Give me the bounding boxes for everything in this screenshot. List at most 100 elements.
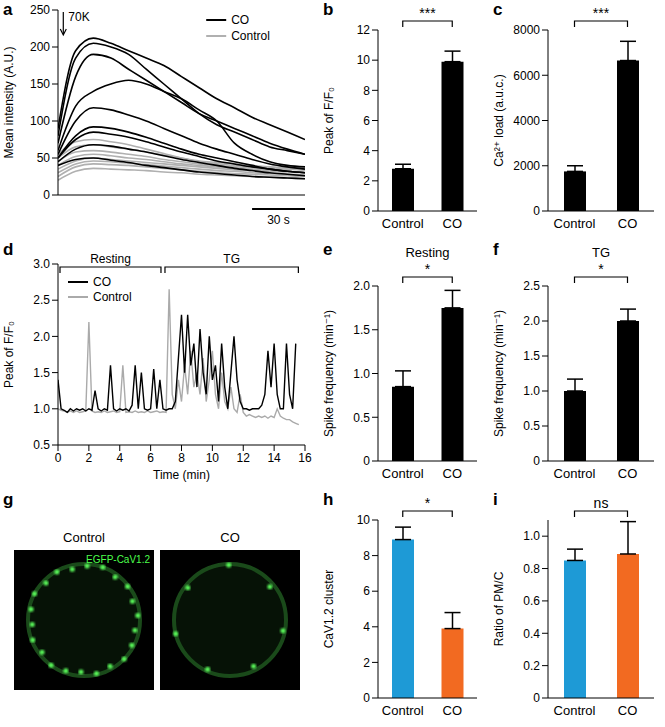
svg-text:10: 10 <box>357 513 371 527</box>
svg-text:10: 10 <box>206 451 220 465</box>
svg-text:0: 0 <box>533 454 540 468</box>
svg-text:0: 0 <box>43 188 50 202</box>
svg-text:4000: 4000 <box>513 114 540 128</box>
svg-text:CO: CO <box>618 466 638 481</box>
svg-text:1.0: 1.0 <box>353 367 370 381</box>
svg-text:Time (min): Time (min) <box>153 468 210 482</box>
svg-text:150: 150 <box>30 77 50 91</box>
svg-text:g: g <box>8 490 13 509</box>
svg-text:Control: Control <box>231 29 270 43</box>
svg-text:***: *** <box>419 5 436 21</box>
svg-text:6: 6 <box>147 451 154 465</box>
svg-text:4: 4 <box>363 620 370 634</box>
svg-text:Ratio of PM/C: Ratio of PM/C <box>492 571 506 646</box>
svg-text:Control: Control <box>382 466 424 481</box>
svg-text:b: b <box>323 0 333 19</box>
svg-text:8: 8 <box>363 84 370 98</box>
svg-text:c: c <box>493 0 502 19</box>
svg-text:CO: CO <box>618 216 638 231</box>
svg-text:1.0: 1.0 <box>523 384 540 398</box>
svg-text:200: 200 <box>30 40 50 54</box>
svg-text:0.5: 0.5 <box>353 411 370 425</box>
svg-text:Resting: Resting <box>405 245 449 260</box>
svg-text:4: 4 <box>116 451 123 465</box>
svg-text:50: 50 <box>37 151 51 165</box>
svg-text:250: 250 <box>30 3 50 17</box>
svg-text:2: 2 <box>86 451 93 465</box>
svg-text:TG: TG <box>592 245 610 260</box>
svg-text:Mean intensity (A.U.): Mean intensity (A.U.) <box>8 46 16 158</box>
svg-text:CO: CO <box>220 530 240 545</box>
svg-text:0: 0 <box>533 691 540 705</box>
svg-text:0: 0 <box>363 204 370 218</box>
svg-text:6000: 6000 <box>513 69 540 83</box>
svg-text:CO: CO <box>618 703 638 718</box>
svg-text:0.5: 0.5 <box>523 419 540 433</box>
svg-text:1.5: 1.5 <box>353 323 370 337</box>
svg-text:CO: CO <box>443 466 463 481</box>
svg-text:2.0: 2.0 <box>33 330 50 344</box>
svg-text:8: 8 <box>178 451 185 465</box>
svg-text:12: 12 <box>237 451 251 465</box>
svg-text:i: i <box>493 490 498 509</box>
svg-text:1.5: 1.5 <box>523 349 540 363</box>
svg-text:0.6: 0.6 <box>523 594 540 608</box>
svg-text:f: f <box>493 240 499 259</box>
svg-text:1.0: 1.0 <box>523 529 540 543</box>
svg-text:0.2: 0.2 <box>523 659 540 673</box>
svg-text:3.0: 3.0 <box>33 257 50 271</box>
svg-text:h: h <box>323 490 333 509</box>
svg-text:***: *** <box>593 5 610 21</box>
svg-text:Peak of F/F₀: Peak of F/F₀ <box>8 321 16 388</box>
svg-text:100: 100 <box>30 114 50 128</box>
svg-text:Ca²⁺ load (a.u.c.): Ca²⁺ load (a.u.c.) <box>492 74 506 166</box>
svg-text:8000: 8000 <box>513 23 540 37</box>
svg-text:4: 4 <box>363 144 370 158</box>
svg-text:12: 12 <box>357 23 371 37</box>
svg-text:0: 0 <box>363 691 370 705</box>
svg-text:Peak of F/F₀: Peak of F/F₀ <box>322 87 336 154</box>
svg-text:Spike frequency (min⁻¹): Spike frequency (min⁻¹) <box>492 310 506 437</box>
svg-text:8: 8 <box>363 549 370 563</box>
svg-text:CO: CO <box>231 13 249 27</box>
svg-text:14: 14 <box>267 451 281 465</box>
svg-text:0.5: 0.5 <box>33 438 50 452</box>
svg-text:2.0: 2.0 <box>523 314 540 328</box>
svg-text:2: 2 <box>363 656 370 670</box>
svg-text:1.0: 1.0 <box>33 402 50 416</box>
svg-text:e: e <box>323 240 332 259</box>
svg-text:*: * <box>425 261 431 277</box>
svg-text:d: d <box>8 240 13 259</box>
svg-text:Control: Control <box>554 466 596 481</box>
svg-text:1.5: 1.5 <box>33 366 50 380</box>
svg-text:0: 0 <box>55 451 62 465</box>
svg-text:Control: Control <box>382 216 424 231</box>
svg-text:30 s: 30 s <box>267 213 290 227</box>
svg-text:6: 6 <box>363 584 370 598</box>
svg-text:6: 6 <box>363 114 370 128</box>
svg-text:*: * <box>425 495 431 511</box>
svg-text:EGFP-CaV1.2: EGFP-CaV1.2 <box>86 554 150 565</box>
svg-text:*: * <box>598 261 604 277</box>
svg-text:16: 16 <box>298 451 312 465</box>
svg-text:0: 0 <box>363 454 370 468</box>
svg-text:2.5: 2.5 <box>523 279 540 293</box>
svg-text:Control: Control <box>93 290 132 304</box>
svg-text:CaV1.2 cluster: CaV1.2 cluster <box>322 570 336 649</box>
svg-text:2.5: 2.5 <box>33 293 50 307</box>
svg-text:CO: CO <box>443 703 463 718</box>
svg-text:TG: TG <box>223 252 240 266</box>
svg-text:2.0: 2.0 <box>353 279 370 293</box>
svg-text:Control: Control <box>554 216 596 231</box>
svg-text:Control: Control <box>554 703 596 718</box>
svg-text:2: 2 <box>363 174 370 188</box>
svg-text:2000: 2000 <box>513 159 540 173</box>
svg-text:10: 10 <box>357 53 371 67</box>
svg-text:ns: ns <box>594 495 609 511</box>
svg-text:Control: Control <box>63 530 105 545</box>
svg-text:CO: CO <box>443 216 463 231</box>
svg-text:CO: CO <box>93 275 111 289</box>
svg-text:a: a <box>8 0 13 19</box>
svg-text:Control: Control <box>382 703 424 718</box>
svg-text:0: 0 <box>533 204 540 218</box>
